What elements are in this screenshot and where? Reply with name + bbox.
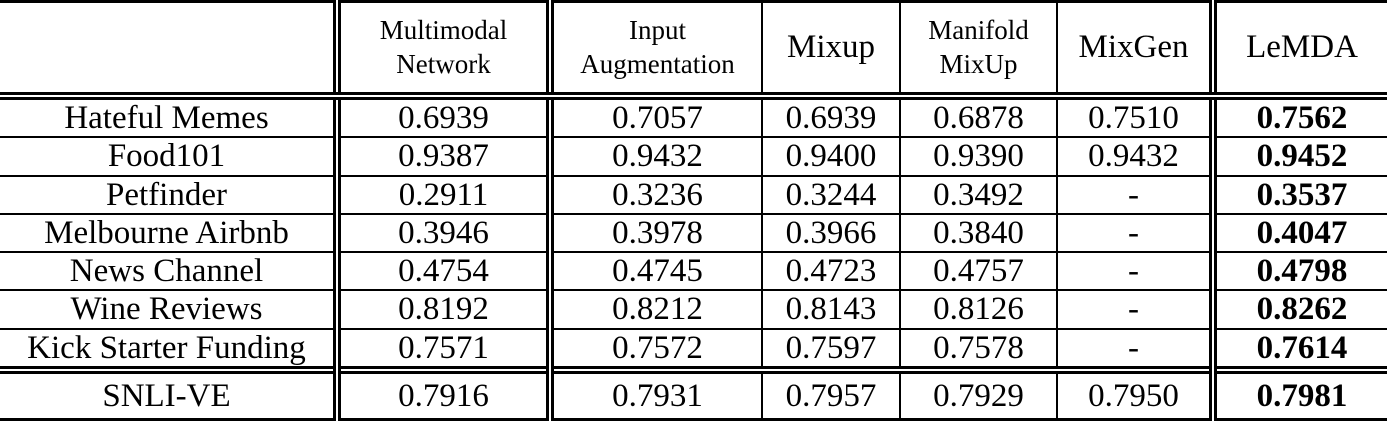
- value-cell: 0.6939: [333, 96, 550, 138]
- value-cell: 0.3244: [761, 175, 900, 214]
- value-cell: 0.7950: [1056, 370, 1213, 420]
- corner-cell: [0, 1, 337, 100]
- value-cell: 0.7597: [761, 328, 900, 371]
- value-cell-best: 0.7562: [1209, 96, 1387, 138]
- value-cell: 0.3978: [546, 213, 762, 253]
- value-cell: 0.3966: [761, 213, 900, 253]
- value-cell: 0.7578: [899, 328, 1057, 371]
- table-row-news-channel: News Channel 0.4754 0.4745 0.4723 0.4757…: [0, 252, 1387, 291]
- value-cell: 0.6939: [761, 96, 900, 138]
- row-label: Kick Starter Funding: [27, 329, 306, 366]
- value-cell: 0.7572: [546, 328, 762, 371]
- value-cell: 0.4757: [899, 252, 1057, 291]
- value-cell: -: [1056, 175, 1213, 214]
- table-row-petfinder: Petfinder 0.2911 0.3236 0.3244 0.3492 - …: [0, 175, 1387, 214]
- table-row-kick-starter-funding: Kick Starter Funding 0.7571 0.7572 0.759…: [0, 328, 1387, 371]
- value-cell: -: [1056, 252, 1213, 291]
- value-cell: 0.3236: [546, 175, 762, 214]
- value-cell: 0.3840: [899, 213, 1057, 253]
- value-cell: 0.2911: [333, 175, 550, 214]
- column-header-multimodal-network: Multimodal Network: [333, 1, 550, 100]
- column-header-lemda: LeMDA: [1209, 1, 1387, 100]
- value-cell: 0.9432: [546, 137, 762, 176]
- value-cell-best: 0.3537: [1209, 175, 1387, 214]
- value-cell: 0.8126: [899, 290, 1057, 329]
- row-label: Petfinder: [106, 176, 227, 213]
- value-cell: 0.6878: [899, 96, 1057, 138]
- row-label: Wine Reviews: [70, 291, 263, 328]
- row-label: SNLI-VE: [102, 377, 231, 414]
- table-row-wine-reviews: Wine Reviews 0.8192 0.8212 0.8143 0.8126…: [0, 290, 1387, 329]
- results-table: Multimodal Network Input Augmentation Mi…: [0, 1, 1387, 420]
- value-cell: 0.8143: [761, 290, 900, 329]
- value-cell: 0.4723: [761, 252, 900, 291]
- row-label: Food101: [107, 138, 226, 175]
- row-label: Hateful Memes: [64, 100, 269, 136]
- row-label: Melbourne Airbnb: [44, 214, 289, 251]
- value-cell: 0.9390: [899, 137, 1057, 176]
- table-row-melbourne-airbnb: Melbourne Airbnb 0.3946 0.3978 0.3966 0.…: [0, 213, 1387, 253]
- value-cell-best: 0.4798: [1209, 252, 1387, 291]
- value-cell: 0.7916: [333, 370, 550, 420]
- value-cell: 0.4745: [546, 252, 762, 291]
- table-row-snli-ve: SNLI-VE 0.7916 0.7931 0.7957 0.7929 0.79…: [0, 370, 1387, 420]
- value-cell-best: 0.7614: [1209, 328, 1387, 371]
- value-cell: 0.9432: [1056, 137, 1213, 176]
- column-header-mixgen: MixGen: [1056, 1, 1213, 100]
- value-cell: -: [1056, 213, 1213, 253]
- value-cell: 0.7057: [546, 96, 762, 138]
- header-row: Multimodal Network Input Augmentation Mi…: [0, 1, 1387, 100]
- value-cell: 0.3946: [333, 213, 550, 253]
- value-cell: 0.7571: [333, 328, 550, 371]
- value-cell-best: 0.4047: [1209, 213, 1387, 253]
- value-cell-best: 0.9452: [1209, 137, 1387, 176]
- table-row-food101: Food101 0.9387 0.9432 0.9400 0.9390 0.94…: [0, 137, 1387, 176]
- value-cell-best: 0.7981: [1209, 370, 1387, 420]
- column-header-mixup: Mixup: [761, 1, 900, 100]
- value-cell: 0.8192: [333, 290, 550, 329]
- value-cell: 0.9400: [761, 137, 900, 176]
- row-label: News Channel: [69, 253, 264, 290]
- value-cell: 0.9387: [333, 137, 550, 176]
- value-cell: 0.7929: [899, 370, 1057, 420]
- value-cell: -: [1056, 290, 1213, 329]
- value-cell: 0.4754: [333, 252, 550, 291]
- column-header-input-augmentation: Input Augmentation: [546, 1, 762, 100]
- value-cell: 0.8212: [546, 290, 762, 329]
- column-header-manifold-mixup: Manifold MixUp: [899, 1, 1057, 100]
- value-cell-best: 0.8262: [1209, 290, 1387, 329]
- value-cell: 0.7931: [546, 370, 762, 420]
- value-cell: 0.7957: [761, 370, 900, 420]
- value-cell: -: [1056, 328, 1213, 371]
- value-cell: 0.7510: [1056, 96, 1213, 138]
- value-cell: 0.3492: [899, 175, 1057, 214]
- table-row-hateful-memes: Hateful Memes 0.6939 0.7057 0.6939 0.687…: [0, 96, 1387, 138]
